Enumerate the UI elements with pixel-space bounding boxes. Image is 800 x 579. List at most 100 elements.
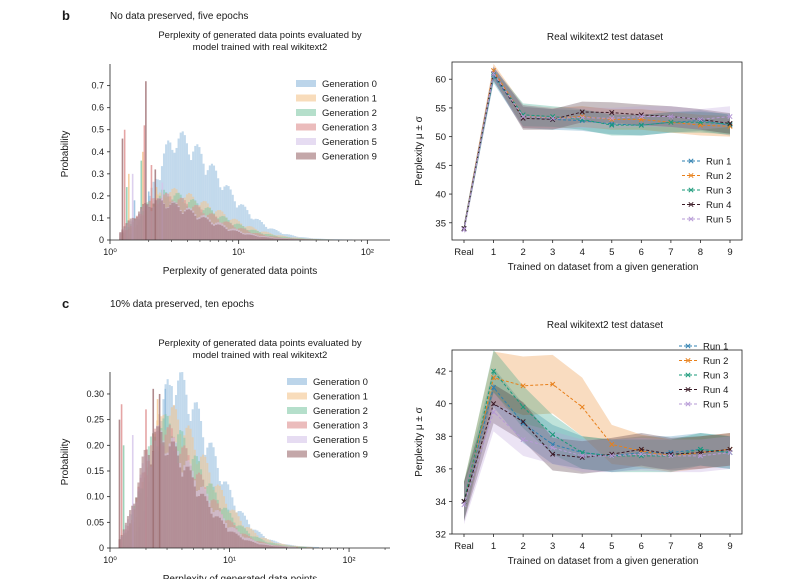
histogram-bar: [210, 163, 213, 240]
histogram-bar: [152, 203, 155, 240]
series-point-run-3: [609, 122, 615, 128]
series-line-run-2: [463, 377, 731, 502]
histogram-bar: [164, 455, 167, 548]
series-point-run-5: [491, 409, 497, 415]
legend-swatch-generation-1: [287, 392, 307, 400]
histogram-bar: [181, 476, 184, 548]
histogram-bar: [231, 194, 234, 240]
histogram-bar: [197, 496, 201, 548]
histogram-bar: [250, 234, 253, 240]
legend-label-run-1: Run 1: [703, 342, 728, 353]
histogram-bar: [242, 204, 245, 240]
histogram-title-line: Perplexity of generated data points eval…: [158, 30, 362, 41]
histogram-bar: [275, 546, 278, 548]
histogram-bar: [198, 218, 201, 240]
histogram-bar: [291, 546, 294, 548]
legend-label-generation-9: Generation 9: [313, 450, 368, 461]
histogram-bar: [223, 186, 226, 240]
histogram-bar: [256, 543, 259, 548]
histogram-bar: [125, 223, 128, 240]
y-tick-label: 35: [435, 218, 446, 229]
histogram-bar: [185, 466, 188, 548]
series-line-run-5: [463, 72, 731, 230]
legend-label-run-5: Run 5: [706, 215, 731, 226]
histogram-bar: [220, 520, 223, 548]
histogram-bar: [169, 204, 172, 240]
band-run-1: [464, 69, 730, 234]
series-line-run-3: [463, 370, 731, 502]
histogram-spike: [118, 419, 121, 548]
histogram-bar: [174, 446, 178, 548]
histogram-bar: [190, 210, 193, 240]
histogram-bar: [302, 546, 305, 548]
series-point-run-2: [550, 381, 556, 387]
histogram-bar: [269, 237, 272, 240]
legend-label-generation-1: Generation 1: [313, 392, 368, 403]
histogram-spike: [145, 81, 147, 240]
histogram-bar: [200, 153, 203, 240]
histogram-bar: [142, 203, 145, 240]
histogram-bar: [165, 208, 168, 240]
histogram-bar: [181, 131, 184, 240]
histogram-bar: [240, 204, 243, 240]
series-point-run-5: [550, 115, 556, 121]
histogram-bar: [215, 224, 218, 240]
histogram-bar: [195, 496, 198, 548]
histogram-bar: [279, 546, 282, 548]
histogram-bar: [225, 229, 228, 240]
histogram-bar: [124, 522, 127, 548]
series-point-run-4: [579, 109, 585, 115]
x-tick-label: 3: [550, 541, 555, 552]
histogram-bar: [208, 221, 211, 240]
series-point-run-5: [668, 453, 674, 459]
histogram-bar: [275, 230, 278, 240]
histogram-bar: [242, 234, 245, 240]
histogram-bar: [139, 468, 142, 548]
histogram-bar: [137, 482, 140, 548]
histogram-spike: [152, 388, 155, 548]
histogram-bar: [217, 178, 220, 240]
legend-label-run-4: Run 4: [703, 385, 728, 396]
histogram-bar: [156, 426, 159, 548]
histogram-bar: [268, 545, 271, 548]
series-point-run-4: [727, 120, 733, 126]
histogram-bar: [271, 238, 274, 240]
legend-marker-run-4: [685, 386, 691, 393]
x-tick-label: 2: [520, 541, 525, 552]
legend-label-generation-0: Generation 0: [313, 377, 368, 388]
x-tick-label: 7: [668, 247, 673, 258]
histogram-spike: [140, 160, 143, 240]
histogram-bar: [162, 442, 165, 548]
x-tick-label: Real: [454, 541, 474, 552]
histogram-bar: [212, 517, 215, 548]
histogram-bar: [229, 230, 232, 240]
histogram-bar: [289, 546, 292, 548]
histogram-series-generation-9: [119, 81, 305, 240]
series-point-run-5: [668, 113, 674, 120]
histogram-bar: [260, 237, 263, 240]
histogram-bar: [122, 529, 125, 548]
histogram-bar: [273, 229, 276, 240]
histogram-bar: [193, 486, 196, 548]
histogram-bar: [167, 207, 170, 240]
band-run-3: [464, 67, 730, 234]
histogram-bar: [210, 513, 213, 548]
histogram-bar: [252, 542, 255, 548]
y-tick-label: 0.2: [91, 191, 104, 201]
histogram-bar: [177, 138, 180, 240]
histogram-c: Perplexity of generated data points eval…: [60, 338, 390, 579]
histogram-bar: [179, 132, 182, 240]
x-tick-label: 3: [550, 247, 555, 258]
legend-label-generation-2: Generation 2: [313, 406, 368, 417]
series-point-run-3: [668, 119, 674, 125]
y-tick-label: 0.5: [91, 125, 104, 135]
x-tick-label: 10¹: [223, 555, 236, 565]
legend-marker-run-3: [685, 372, 691, 378]
histogram-bar: [150, 207, 153, 240]
series-point-run-3: [550, 432, 556, 438]
histogram-bar: [248, 540, 251, 548]
y-tick-label: 0.6: [91, 103, 104, 113]
histogram-bar: [245, 540, 249, 548]
panel-letter-b: b: [62, 8, 70, 23]
x-tick-label: 4: [580, 247, 585, 258]
